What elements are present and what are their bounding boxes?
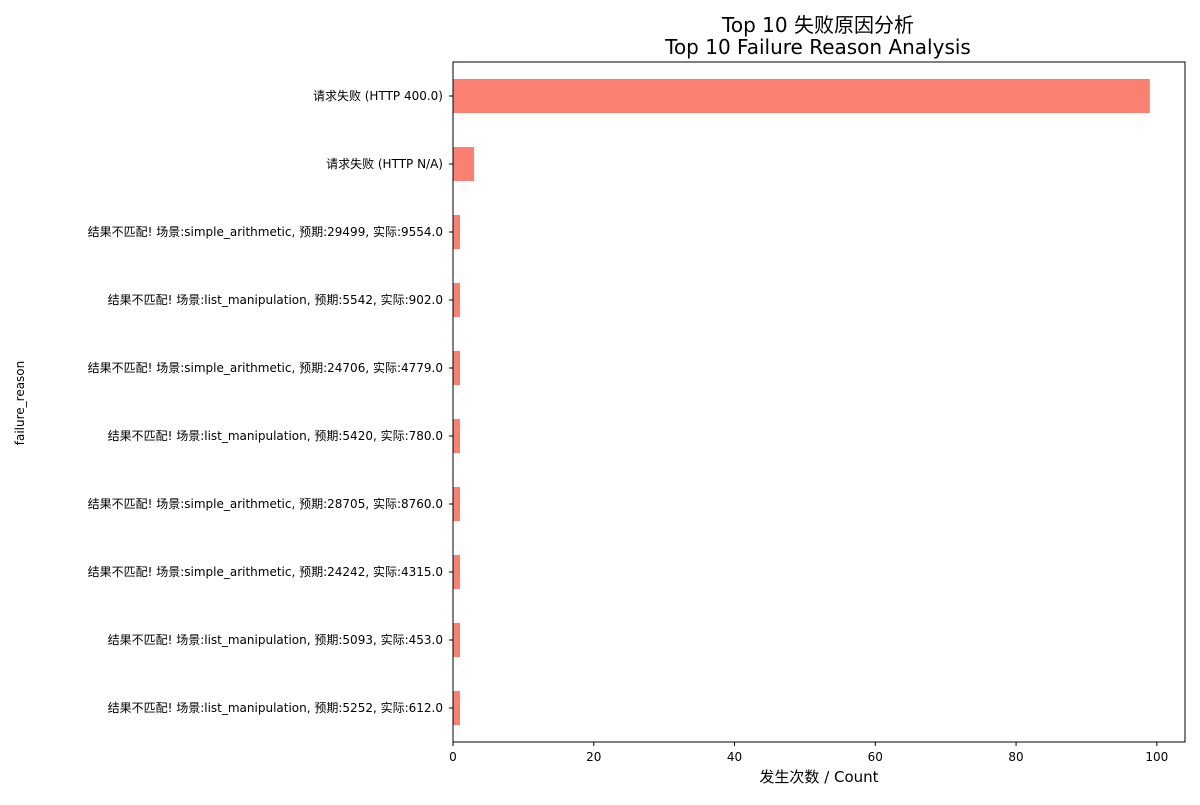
bars-layer <box>453 79 1150 725</box>
y-tick-label: 结果不匹配! 场景:list_manipulation, 预期:5420, 实际… <box>108 428 443 443</box>
x-tick-label: 60 <box>868 750 883 764</box>
y-tick-label: 结果不匹配! 场景:list_manipulation, 预期:5542, 实际… <box>108 292 443 307</box>
x-tick-label: 20 <box>586 750 601 764</box>
y-tick-label: 请求失败 (HTTP 400.0) <box>313 88 443 103</box>
bar <box>453 283 461 317</box>
y-axis-label: failure_reason <box>13 361 27 446</box>
y-tick-label: 结果不匹配! 场景:simple_arithmetic, 预期:28705, 实… <box>88 496 443 511</box>
x-tick-label: 80 <box>1008 750 1023 764</box>
chart-title-line2: Top 10 Failure Reason Analysis <box>664 35 971 59</box>
bar <box>453 215 461 249</box>
y-tick-label: 结果不匹配! 场景:list_manipulation, 预期:5252, 实际… <box>108 700 443 715</box>
y-tick-label: 请求失败 (HTTP N/A) <box>326 156 443 171</box>
x-axis-label: 发生次数 / Count <box>759 768 878 786</box>
bar <box>453 555 461 589</box>
y-tick-label: 结果不匹配! 场景:simple_arithmetic, 预期:24242, 实… <box>88 564 443 579</box>
y-tick-label: 结果不匹配! 场景:list_manipulation, 预期:5093, 实际… <box>108 632 443 647</box>
plot-frame <box>452 61 1186 743</box>
y-axis: 请求失败 (HTTP 400.0) 请求失败 (HTTP N/A) 结果不匹配! 场… <box>88 88 453 715</box>
y-tick-label: 结果不匹配! 场景:simple_arithmetic, 预期:24706, 实… <box>88 360 443 375</box>
x-tick-label: 0 <box>449 750 457 764</box>
bar <box>453 487 461 521</box>
bar <box>453 623 461 657</box>
bar <box>453 79 1150 113</box>
x-tick-label: 40 <box>727 750 742 764</box>
bar <box>453 147 475 181</box>
y-tick-label: 结果不匹配! 场景:simple_arithmetic, 预期:29499, 实… <box>88 224 443 239</box>
bar <box>453 351 461 385</box>
x-axis: 0 20 40 60 80 100 <box>449 742 1168 764</box>
x-tick-label: 100 <box>1145 750 1168 764</box>
bar <box>453 419 461 453</box>
chart-title-line1: Top 10 失败原因分析 <box>721 13 914 37</box>
bar <box>453 691 461 725</box>
